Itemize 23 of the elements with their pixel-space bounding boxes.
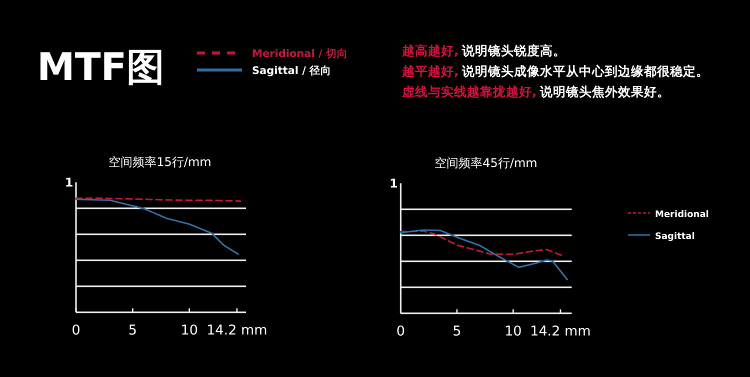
- x-tick-label: 10: [504, 323, 522, 340]
- text: 越平越好,: [401, 64, 459, 78]
- x-tick-label: 0: [396, 323, 405, 340]
- x-tick-label: 10: [180, 322, 198, 338]
- text: 说明镜头成像水平从中心到边缘都很稳定。: [460, 64, 709, 78]
- text: 说明镜头焦外效果好。: [538, 84, 670, 99]
- x-tick-label: 14.2 mm: [206, 322, 268, 338]
- x-tick-label: 5: [452, 323, 462, 340]
- x-tick-label: 0: [72, 322, 80, 338]
- x-tick-label: 14.2 mm: [530, 323, 591, 340]
- text: 虚线与实线越靠拢越好,: [401, 84, 537, 99]
- text: 说明镜头锐度高。: [460, 43, 566, 58]
- text: MTF图: [37, 45, 165, 89]
- text: 1: [390, 176, 398, 190]
- chart-title: 空间频率45行/mm: [434, 156, 538, 170]
- legend-label: Meridional / 切向: [252, 47, 348, 60]
- legend-label: Sagittal / 径向: [252, 64, 332, 77]
- text: 越高越好,: [401, 43, 459, 58]
- x-tick-label: 5: [128, 322, 137, 338]
- text: 1: [64, 175, 74, 190]
- legend-label: Sagittal: [655, 232, 695, 242]
- chart-title: 空间频率15行/mm: [108, 155, 212, 169]
- legend-label: Meridional: [655, 210, 709, 220]
